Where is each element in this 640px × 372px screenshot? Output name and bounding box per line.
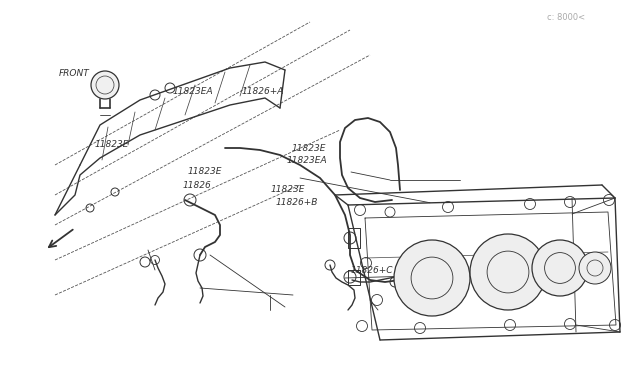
Circle shape (394, 240, 470, 316)
Circle shape (579, 252, 611, 284)
Text: 11823E: 11823E (188, 167, 222, 176)
Text: 11823E: 11823E (292, 144, 326, 153)
Text: 11826+C: 11826+C (351, 266, 393, 275)
Text: 11823EA: 11823EA (287, 156, 327, 165)
Text: 11826+A: 11826+A (242, 87, 284, 96)
Text: FRONT: FRONT (59, 69, 90, 78)
Text: 11826: 11826 (182, 181, 211, 190)
Circle shape (532, 240, 588, 296)
Text: c: 8000<: c: 8000< (547, 13, 586, 22)
Circle shape (470, 234, 546, 310)
Text: 11823EA: 11823EA (173, 87, 213, 96)
Circle shape (91, 71, 119, 99)
Text: 11823E: 11823E (95, 140, 129, 149)
Text: 11826+B: 11826+B (275, 198, 317, 207)
Text: 11823E: 11823E (270, 185, 305, 194)
